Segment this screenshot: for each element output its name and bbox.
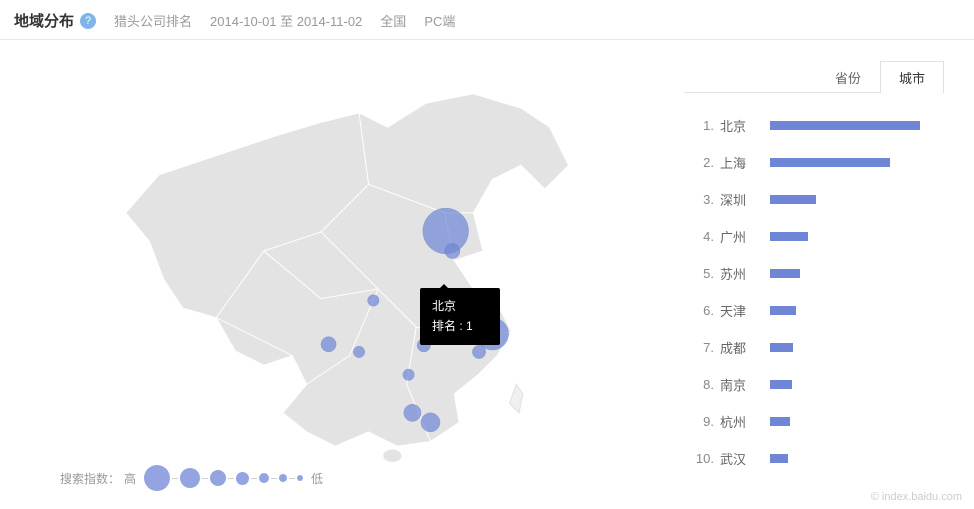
legend-connector — [251, 478, 257, 479]
rank-bar — [770, 306, 796, 315]
legend-connector — [202, 478, 208, 479]
rank-panel: 省份城市 1.北京2.上海3.深圳4.广州5.苏州6.天津7.成都8.南京9.杭… — [674, 40, 974, 507]
legend-bubble — [210, 470, 226, 486]
tooltip-rank-row: 排名 : 1 — [432, 316, 488, 336]
rank-bar-wrap — [770, 417, 944, 426]
rank-bar — [770, 343, 793, 352]
rank-city-name: 天津 — [720, 301, 770, 320]
rank-number: 9. — [684, 414, 720, 429]
rank-row[interactable]: 3.深圳 — [684, 181, 944, 218]
legend-connector — [289, 478, 295, 479]
rank-row[interactable]: 6.天津 — [684, 292, 944, 329]
rank-city-name: 杭州 — [720, 412, 770, 431]
rank-city-name: 苏州 — [720, 264, 770, 283]
rank-bar-wrap — [770, 269, 944, 278]
tooltip-city: 北京 — [432, 296, 488, 316]
rank-number: 3. — [684, 192, 720, 207]
legend-bubble — [297, 475, 303, 481]
rank-city-name: 深圳 — [720, 190, 770, 209]
map-tooltip: 北京 排名 : 1 — [420, 288, 500, 345]
rank-number: 4. — [684, 229, 720, 244]
tooltip-rank-label: 排名 — [432, 319, 456, 333]
tab-城市[interactable]: 城市 — [880, 61, 944, 93]
rank-tabs: 省份城市 — [684, 60, 944, 93]
rank-bar-wrap — [770, 306, 944, 315]
legend-connector — [172, 478, 178, 479]
rank-row[interactable]: 4.广州 — [684, 218, 944, 255]
title-group: 地域分布 ? — [14, 10, 96, 31]
rank-number: 10. — [684, 451, 720, 466]
rank-bar — [770, 417, 790, 426]
map-bubble-广州[interactable] — [404, 404, 421, 421]
device-filter: PC端 — [424, 11, 455, 30]
rank-bar-wrap — [770, 454, 944, 463]
main: 北京 排名 : 1 搜索指数： 高 低 省份城市 1.北京2.上海3.深圳4.广… — [0, 40, 974, 507]
legend-prefix: 搜索指数： — [60, 470, 120, 487]
map-bubble-杭州[interactable] — [472, 345, 485, 358]
rank-row[interactable]: 10.武汉 — [684, 440, 944, 477]
rank-bar-wrap — [770, 343, 944, 352]
rank-row[interactable]: 5.苏州 — [684, 255, 944, 292]
legend-bubble — [144, 465, 170, 491]
rank-city-name: 上海 — [720, 153, 770, 172]
tab-省份[interactable]: 省份 — [816, 61, 880, 93]
rank-bar — [770, 121, 920, 130]
region-filter: 全国 — [380, 11, 406, 30]
china-map[interactable] — [60, 70, 620, 470]
map-bubble-深圳[interactable] — [421, 413, 440, 432]
rank-bar — [770, 195, 816, 204]
rank-bar-wrap — [770, 380, 944, 389]
rank-number: 1. — [684, 118, 720, 133]
legend-bubble — [259, 473, 269, 483]
rank-bar — [770, 232, 808, 241]
rank-city-name: 北京 — [720, 116, 770, 135]
rank-row[interactable]: 8.南京 — [684, 366, 944, 403]
rank-row[interactable]: 1.北京 — [684, 107, 944, 144]
map-legend: 搜索指数： 高 低 — [60, 465, 323, 491]
rank-bar — [770, 158, 890, 167]
map-bubble-长沙[interactable] — [403, 369, 414, 380]
rank-number: 8. — [684, 377, 720, 392]
map-bubble-西安[interactable] — [368, 295, 379, 306]
rank-bar-wrap — [770, 195, 944, 204]
rank-bar-wrap — [770, 232, 944, 241]
map-bubble-天津[interactable] — [445, 243, 460, 258]
rank-city-name: 南京 — [720, 375, 770, 394]
date-range: 2014-10-01 至 2014-11-02 — [210, 11, 362, 30]
footer-credit: © index.baidu.com — [871, 491, 962, 503]
legend-bubble — [236, 472, 249, 485]
rank-bar-wrap — [770, 121, 944, 130]
rank-list: 1.北京2.上海3.深圳4.广州5.苏州6.天津7.成都8.南京9.杭州10.武… — [684, 107, 944, 477]
rank-bar — [770, 454, 788, 463]
header: 地域分布 ? 猎头公司排名 2014-10-01 至 2014-11-02 全国… — [0, 0, 974, 40]
legend-bubble — [180, 468, 200, 488]
rank-bar — [770, 269, 800, 278]
map-bubble-重庆[interactable] — [353, 346, 364, 357]
rank-number: 2. — [684, 155, 720, 170]
rank-bar — [770, 380, 792, 389]
rank-number: 6. — [684, 303, 720, 318]
map-area: 北京 排名 : 1 搜索指数： 高 低 — [0, 40, 674, 507]
rank-bar-wrap — [770, 158, 944, 167]
map-bubble-成都[interactable] — [321, 337, 336, 352]
rank-city-name: 成都 — [720, 338, 770, 357]
subtitle: 猎头公司排名 — [114, 11, 192, 30]
rank-city-name: 武汉 — [720, 449, 770, 468]
rank-row[interactable]: 2.上海 — [684, 144, 944, 181]
legend-connector — [228, 478, 234, 479]
tooltip-rank-value: 1 — [466, 319, 473, 333]
help-icon[interactable]: ? — [80, 13, 96, 29]
rank-city-name: 广州 — [720, 227, 770, 246]
page-title: 地域分布 — [14, 10, 74, 31]
legend-bubbles — [144, 465, 303, 491]
legend-high: 高 — [124, 470, 136, 487]
rank-number: 7. — [684, 340, 720, 355]
legend-bubble — [279, 474, 287, 482]
rank-number: 5. — [684, 266, 720, 281]
legend-low: 低 — [311, 470, 323, 487]
rank-row[interactable]: 9.杭州 — [684, 403, 944, 440]
rank-row[interactable]: 7.成都 — [684, 329, 944, 366]
legend-connector — [271, 478, 277, 479]
